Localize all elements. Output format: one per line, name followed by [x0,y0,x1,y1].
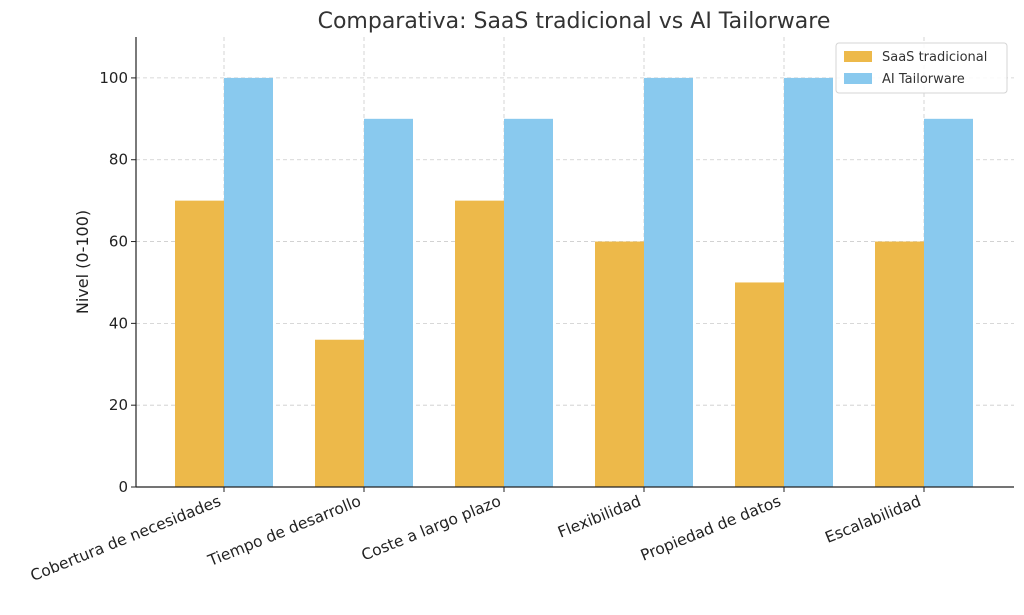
legend-box [835,42,1008,94]
x-tick-label-5: Escalabilidad [823,492,924,547]
x-tick-label-0: Cobertura de necesidades [28,492,224,585]
x-tick-label-3: Flexibilidad [555,492,643,542]
bar-series1-cat4 [784,77,833,487]
x-tick-label-2: Coste a largo plazo [359,492,504,564]
y-ticks: 0 20 40 60 80 100 [99,69,136,496]
y-tick-label-0: 0 [118,478,128,496]
y-tick-label-2: 40 [109,314,128,332]
bar-series0-cat4 [735,282,784,487]
bar-series1-cat1 [364,118,413,488]
bar-series0-cat0 [175,200,224,488]
legend-swatch-1 [844,73,872,84]
legend-swatch-0 [844,51,872,62]
legend-label-0: SaaS tradicional [882,50,987,65]
x-tick-label-4: Propiedad de datos [638,492,784,565]
x-tick-label-1: Tiempo de desarrollo [205,492,364,570]
bar-series0-cat2 [455,200,504,488]
bar-series0-cat1 [315,339,364,487]
y-tick-label-4: 80 [109,151,128,169]
legend-label-1: AI Tailorware [882,72,965,87]
bar-series0-cat5 [875,241,924,487]
bar-series1-cat5 [924,118,973,488]
bar-series0-cat3 [595,241,644,487]
y-tick-label-1: 20 [109,396,128,414]
legend: SaaS tradicional AI Tailorware [835,42,1008,94]
y-tick-label-5: 100 [99,69,128,87]
bar-series1-cat3 [644,77,693,487]
bars [175,77,973,488]
chart-title: Comparativa: SaaS tradicional vs AI Tail… [318,9,831,34]
bar-series1-cat2 [504,118,553,488]
axes [135,37,1014,488]
y-tick-label-3: 60 [109,233,128,251]
y-axis-label: Nivel (0-100) [73,210,92,314]
bar-series1-cat0 [224,77,273,487]
